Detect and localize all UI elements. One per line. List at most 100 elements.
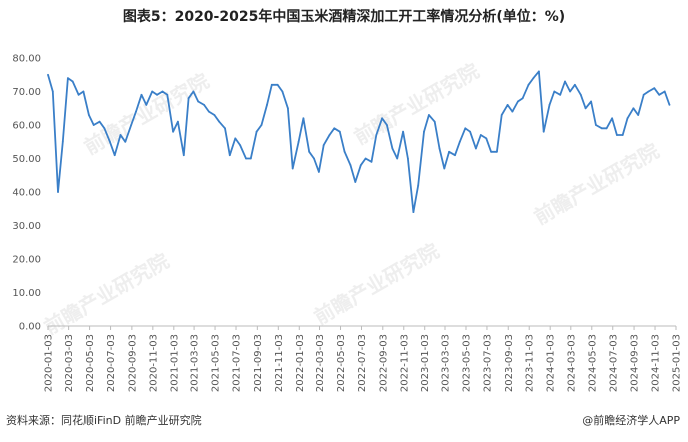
- data-point: [234, 137, 237, 140]
- data-point: [521, 97, 524, 100]
- x-tick-label: 2020-09-03: [127, 334, 138, 392]
- x-tick-label: 2022-05-03: [336, 334, 347, 392]
- data-point: [668, 104, 671, 106]
- data-point: [642, 93, 645, 96]
- x-tick-label: 2023-07-03: [482, 334, 493, 392]
- data-point: [574, 83, 576, 86]
- data-point: [308, 150, 311, 153]
- data-point: [511, 110, 514, 113]
- data-point: [218, 120, 221, 123]
- data-point: [260, 124, 263, 126]
- data-point: [57, 191, 59, 193]
- watermark-text: 前瞻产业研究院: [310, 239, 443, 330]
- data-point: [151, 90, 154, 93]
- data-point: [224, 127, 226, 130]
- data-point: [464, 127, 467, 130]
- x-tick-label: 2023-01-03: [420, 334, 431, 392]
- data-point: [370, 160, 373, 163]
- x-tick-label: 2024-11-03: [651, 334, 662, 392]
- data-point: [287, 107, 289, 110]
- data-point: [595, 124, 597, 126]
- data-point: [343, 150, 346, 153]
- data-point: [454, 154, 456, 157]
- data-point: [318, 171, 320, 173]
- x-tick-label: 2024-03-03: [566, 334, 577, 392]
- data-point: [412, 211, 415, 214]
- data-point: [605, 127, 608, 130]
- x-tick-label: 2020-03-03: [64, 334, 75, 392]
- data-point: [506, 104, 509, 106]
- watermark-text: 前瞻产业研究院: [80, 69, 213, 160]
- data-point: [249, 157, 252, 160]
- y-tick-label: 60.00: [12, 121, 41, 132]
- data-point: [616, 134, 618, 136]
- data-point: [443, 167, 446, 170]
- data-point: [458, 140, 461, 143]
- brand-credit: @前瞻经济学人APP: [582, 414, 680, 427]
- x-tick-label: 2022-11-03: [399, 334, 410, 392]
- data-point: [192, 90, 195, 93]
- data-point: [469, 130, 471, 133]
- data-point: [103, 127, 106, 130]
- y-tick-label: 70.00: [12, 87, 41, 98]
- data-point: [359, 164, 362, 167]
- data-point: [197, 100, 200, 103]
- data-point: [569, 90, 571, 93]
- data-point: [375, 134, 378, 136]
- data-point: [140, 93, 143, 96]
- data-point: [255, 130, 258, 133]
- data-point: [517, 100, 519, 103]
- watermark-text: 前瞻产业研究院: [530, 139, 663, 230]
- x-tick-label: 2021-05-03: [211, 334, 222, 392]
- x-tick-label: 2023-03-03: [441, 334, 452, 392]
- x-tick-label: 2022-01-03: [295, 334, 306, 392]
- data-point: [590, 100, 592, 103]
- data-point: [51, 90, 54, 93]
- data-point: [239, 144, 242, 147]
- data-point: [166, 93, 169, 96]
- data-point: [396, 157, 399, 160]
- data-point: [475, 147, 477, 150]
- data-point: [156, 93, 158, 96]
- data-point: [584, 107, 587, 110]
- data-point: [564, 80, 566, 83]
- data-point: [417, 184, 420, 187]
- x-tick-label: 2024-01-03: [546, 334, 557, 392]
- data-point: [245, 157, 247, 160]
- chart-title: 图表5：2020-2025年中国玉米酒精深加工开工率情况分析(单位：%): [122, 9, 566, 25]
- data-point: [500, 114, 503, 116]
- x-tick-label: 2021-01-03: [169, 334, 180, 392]
- data-point: [496, 150, 498, 153]
- data-point: [338, 130, 341, 133]
- x-tick-label: 2021-07-03: [232, 334, 243, 392]
- data-point: [61, 140, 64, 143]
- x-tick-label: 2023-11-03: [525, 334, 536, 392]
- data-point: [161, 90, 164, 93]
- x-tick-label: 2022-09-03: [378, 334, 389, 392]
- data-point: [364, 157, 367, 160]
- data-point: [538, 70, 540, 73]
- x-tick-label: 2020-11-03: [148, 334, 159, 392]
- data-point: [658, 93, 661, 96]
- x-tick-label: 2025-01-03: [672, 334, 683, 392]
- y-tick-label: 0.00: [19, 322, 41, 333]
- y-tick-label: 50.00: [12, 154, 41, 165]
- data-point: [213, 114, 216, 116]
- x-tick-label: 2020-07-03: [106, 334, 117, 392]
- data-point: [402, 130, 404, 133]
- x-tick-label: 2024-07-03: [608, 334, 619, 392]
- data-point: [621, 134, 624, 136]
- data-point: [391, 147, 394, 150]
- data-point: [297, 140, 300, 143]
- data-point: [313, 157, 315, 160]
- data-point: [647, 90, 650, 93]
- data-point: [92, 124, 95, 126]
- data-point: [637, 114, 640, 116]
- data-point: [349, 164, 352, 167]
- data-point: [322, 144, 325, 147]
- data-point: [124, 140, 127, 143]
- data-point: [448, 150, 450, 153]
- data-point: [119, 134, 122, 136]
- x-tick-label: 2020-01-03: [44, 334, 55, 392]
